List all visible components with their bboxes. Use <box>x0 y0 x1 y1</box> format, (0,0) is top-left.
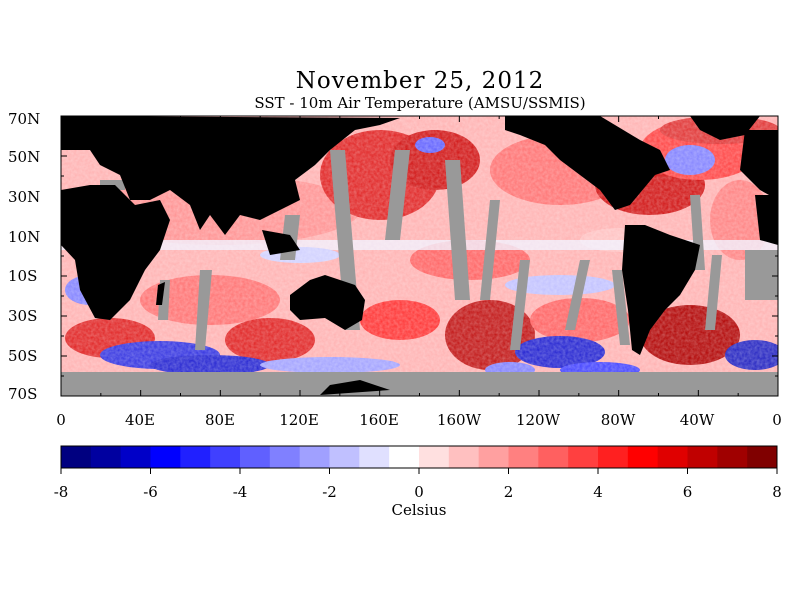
colorbar-tick-label: -4 <box>232 483 248 501</box>
colorbar-tick-label: -6 <box>143 483 158 501</box>
lat-label-30n: 30N <box>8 188 41 206</box>
colorbar-tick-label: 4 <box>593 483 603 501</box>
latitude-ticks <box>61 115 778 397</box>
lon-label-120e: 120E <box>279 411 319 429</box>
map-title: November 25, 2012 <box>295 68 545 94</box>
greenland-landmass <box>690 116 760 140</box>
colorbar-cell <box>329 446 360 468</box>
south-america-landmass <box>622 225 700 355</box>
map-field <box>61 116 778 396</box>
colorbar-cell <box>180 446 211 468</box>
colorbar-cell <box>120 446 151 468</box>
colorbar-tick-label: -2 <box>322 483 337 501</box>
colorbar-cell <box>150 446 181 468</box>
colorbar-cell <box>508 446 539 468</box>
lat-label-10n: 10N <box>8 228 41 246</box>
colorbar-cell <box>747 446 778 468</box>
lat-label-70n: 70N <box>8 110 41 128</box>
europe-landmass <box>740 130 778 200</box>
lat-label-70s: 70S <box>8 385 38 403</box>
colorbar-cell <box>359 446 390 468</box>
colorbar-cell <box>627 446 659 468</box>
colorbar-cell <box>568 446 599 468</box>
eurasia-landmass <box>61 116 400 235</box>
lon-label-160w: 160W <box>436 411 482 429</box>
colorbar <box>61 446 778 468</box>
colorbar-tick-label: 8 <box>772 483 782 501</box>
lat-label-10s: 10S <box>8 267 38 285</box>
lat-label-30s: 30S <box>8 307 38 325</box>
colorbar-tick-label: -8 <box>53 483 69 501</box>
lat-label-50s: 50S <box>8 347 38 365</box>
colorbar-cell <box>210 446 241 468</box>
lon-label-160e: 160E <box>359 411 399 429</box>
colorbar-cell <box>657 446 688 468</box>
colorbar-cell <box>90 446 122 468</box>
land-masses <box>61 116 778 395</box>
colorbar-cell <box>269 446 301 468</box>
japan-landmass <box>280 168 295 188</box>
colorbar-tick-label: 6 <box>682 483 693 501</box>
colorbar-tick-label: 2 <box>503 483 514 501</box>
lon-label-0-end: 0 <box>772 411 782 429</box>
indonesia-landmass <box>262 230 300 255</box>
colorbar-ticks <box>60 468 778 474</box>
australia-landmass <box>290 275 365 330</box>
west-africa-landmass <box>755 195 778 245</box>
colorbar-cell <box>478 446 509 468</box>
colorbar-cell <box>299 446 330 468</box>
lon-label-80e: 80E <box>204 411 236 429</box>
colorbar-units-label: Celsius <box>391 501 447 519</box>
antarctica-landmass <box>320 380 390 395</box>
north-america-landmass <box>505 116 670 210</box>
colorbar-tick-label: 0 <box>414 483 424 501</box>
colorbar-cell <box>389 446 420 468</box>
lon-label-80w: 80W <box>600 411 636 429</box>
lon-label-120w: 120W <box>515 411 561 429</box>
lon-label-40e: 40E <box>124 411 156 429</box>
colorbar-cell <box>717 446 748 468</box>
colorbar-cell <box>448 446 480 468</box>
colorbar-cell <box>598 446 629 468</box>
lat-label-50n: 50N <box>8 148 41 166</box>
colorbar-cell <box>538 446 569 468</box>
lon-label-40w: 40W <box>679 411 715 429</box>
colorbar-cell <box>61 446 92 468</box>
africa-landmass <box>61 185 170 320</box>
colorbar-cell <box>419 446 450 468</box>
colorbar-cell <box>687 446 718 468</box>
lon-label-0: 0 <box>56 411 66 429</box>
longitude-ticks <box>60 116 779 396</box>
colorbar-cell <box>240 446 271 468</box>
map-subtitle: SST - 10m Air Temperature (AMSU/SSMIS) <box>254 94 586 112</box>
madagascar-landmass <box>156 282 165 305</box>
